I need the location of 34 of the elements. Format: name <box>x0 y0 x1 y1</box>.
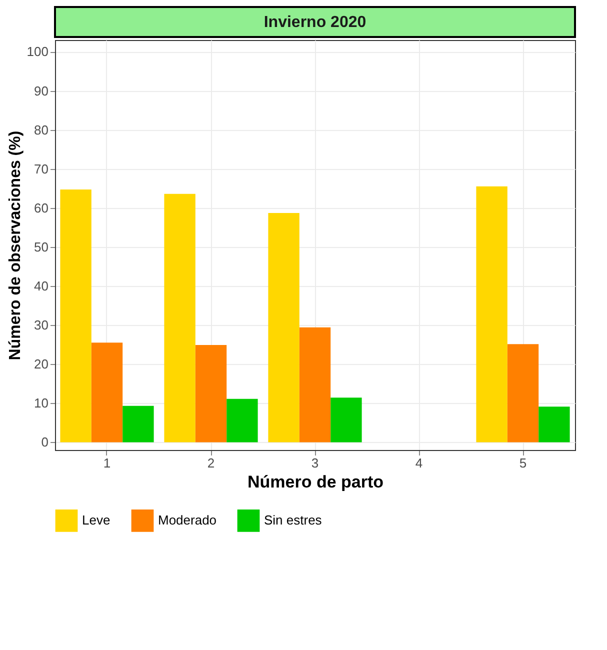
legend-label: Moderado <box>158 512 217 528</box>
y-tick-label: 40 <box>34 278 48 294</box>
y-tick-label: 50 <box>34 239 48 254</box>
x-axis-title: Número de parto <box>247 472 384 492</box>
y-axis-title: Número de observaciones (%) <box>6 130 24 360</box>
y-tick-label: 70 <box>34 161 48 176</box>
legend-label: Sin estres <box>264 512 322 528</box>
y-tick-label: 10 <box>34 396 48 411</box>
chart-title: Invierno 2020 <box>264 14 366 31</box>
legend-label: Leve <box>82 512 110 528</box>
bar <box>330 398 362 442</box>
bar <box>268 212 300 442</box>
x-tick-label: 2 <box>207 456 215 470</box>
x-tick-label: 5 <box>519 456 527 470</box>
bar <box>476 186 508 442</box>
x-tick-label: 1 <box>103 456 111 470</box>
y-tick-label: 60 <box>34 200 48 216</box>
bar <box>164 194 196 442</box>
bar <box>195 344 227 442</box>
y-tick-label: 80 <box>34 122 48 138</box>
bar <box>226 398 258 442</box>
y-tick-label: 90 <box>34 83 48 98</box>
bar <box>299 327 331 442</box>
bar <box>60 190 92 442</box>
bar <box>538 406 570 442</box>
bar <box>91 342 123 442</box>
bar <box>507 344 539 442</box>
x-tick-label: 4 <box>415 456 423 470</box>
y-tick-label: 30 <box>34 318 48 333</box>
bar <box>122 406 154 442</box>
y-tick-label: 20 <box>34 356 48 372</box>
x-tick-label: 3 <box>311 456 319 470</box>
y-tick-label: 100 <box>26 44 48 60</box>
y-tick-label: 0 <box>41 434 48 450</box>
